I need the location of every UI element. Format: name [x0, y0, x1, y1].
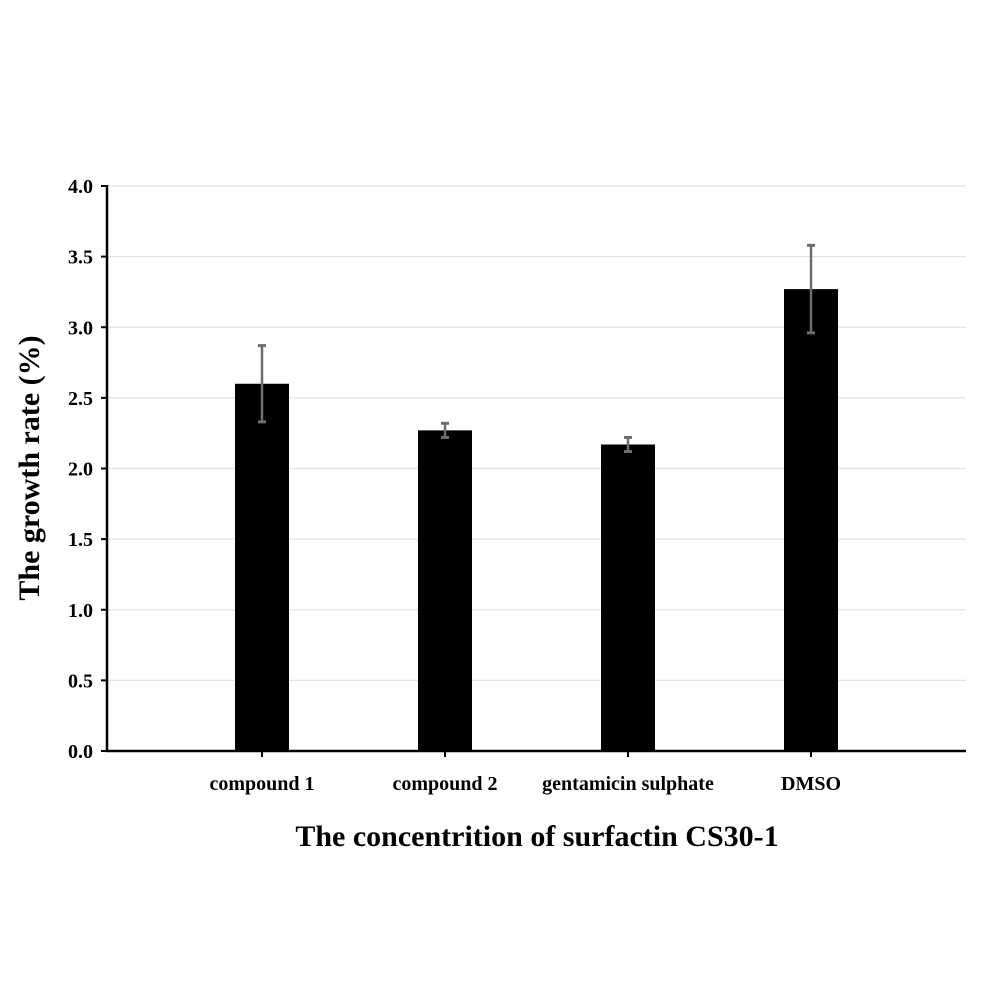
error-bar: [624, 435, 632, 454]
y-tick-label: 4.0: [68, 176, 93, 198]
bar-compound-1: [235, 383, 289, 751]
y-tick-label: 3.5: [68, 247, 93, 269]
x-category-label: gentamicin sulphate: [542, 773, 714, 795]
y-axis-title: The growth rate (%): [13, 335, 46, 600]
y-tick-label: 1.0: [68, 600, 93, 622]
error-bar: [807, 243, 815, 335]
bar-gentamicin-sulphate: [601, 444, 655, 751]
y-tick-label: 3.0: [68, 317, 93, 339]
y-tick-label: 0.5: [68, 670, 93, 692]
axes: [101, 185, 966, 757]
x-category-label: compound 1: [209, 773, 314, 795]
bar-compound-2: [418, 430, 472, 751]
x-category-label: DMSO: [781, 773, 841, 795]
y-tick-label: 1.5: [68, 529, 93, 551]
x-axis-title: The concentrition of surfactin CS30-1: [295, 820, 778, 853]
error-bar: [441, 421, 449, 439]
bar-dmso: [784, 289, 838, 751]
y-tick-label: 0.0: [68, 741, 93, 763]
y-tick-label: 2.0: [68, 459, 93, 481]
error-bars: [258, 243, 815, 454]
error-bar: [258, 344, 266, 424]
x-category-labels: compound 1 compound 2 gentamicin sulphate D…: [209, 773, 841, 795]
y-tick-label: 2.5: [68, 388, 93, 410]
bars: [235, 289, 838, 751]
y-tick-labels: 0.0 0.5 1.0 1.5 2.0 2.5 3.0 3.5 4.0: [68, 176, 93, 763]
x-category-label: compound 2: [392, 773, 497, 795]
